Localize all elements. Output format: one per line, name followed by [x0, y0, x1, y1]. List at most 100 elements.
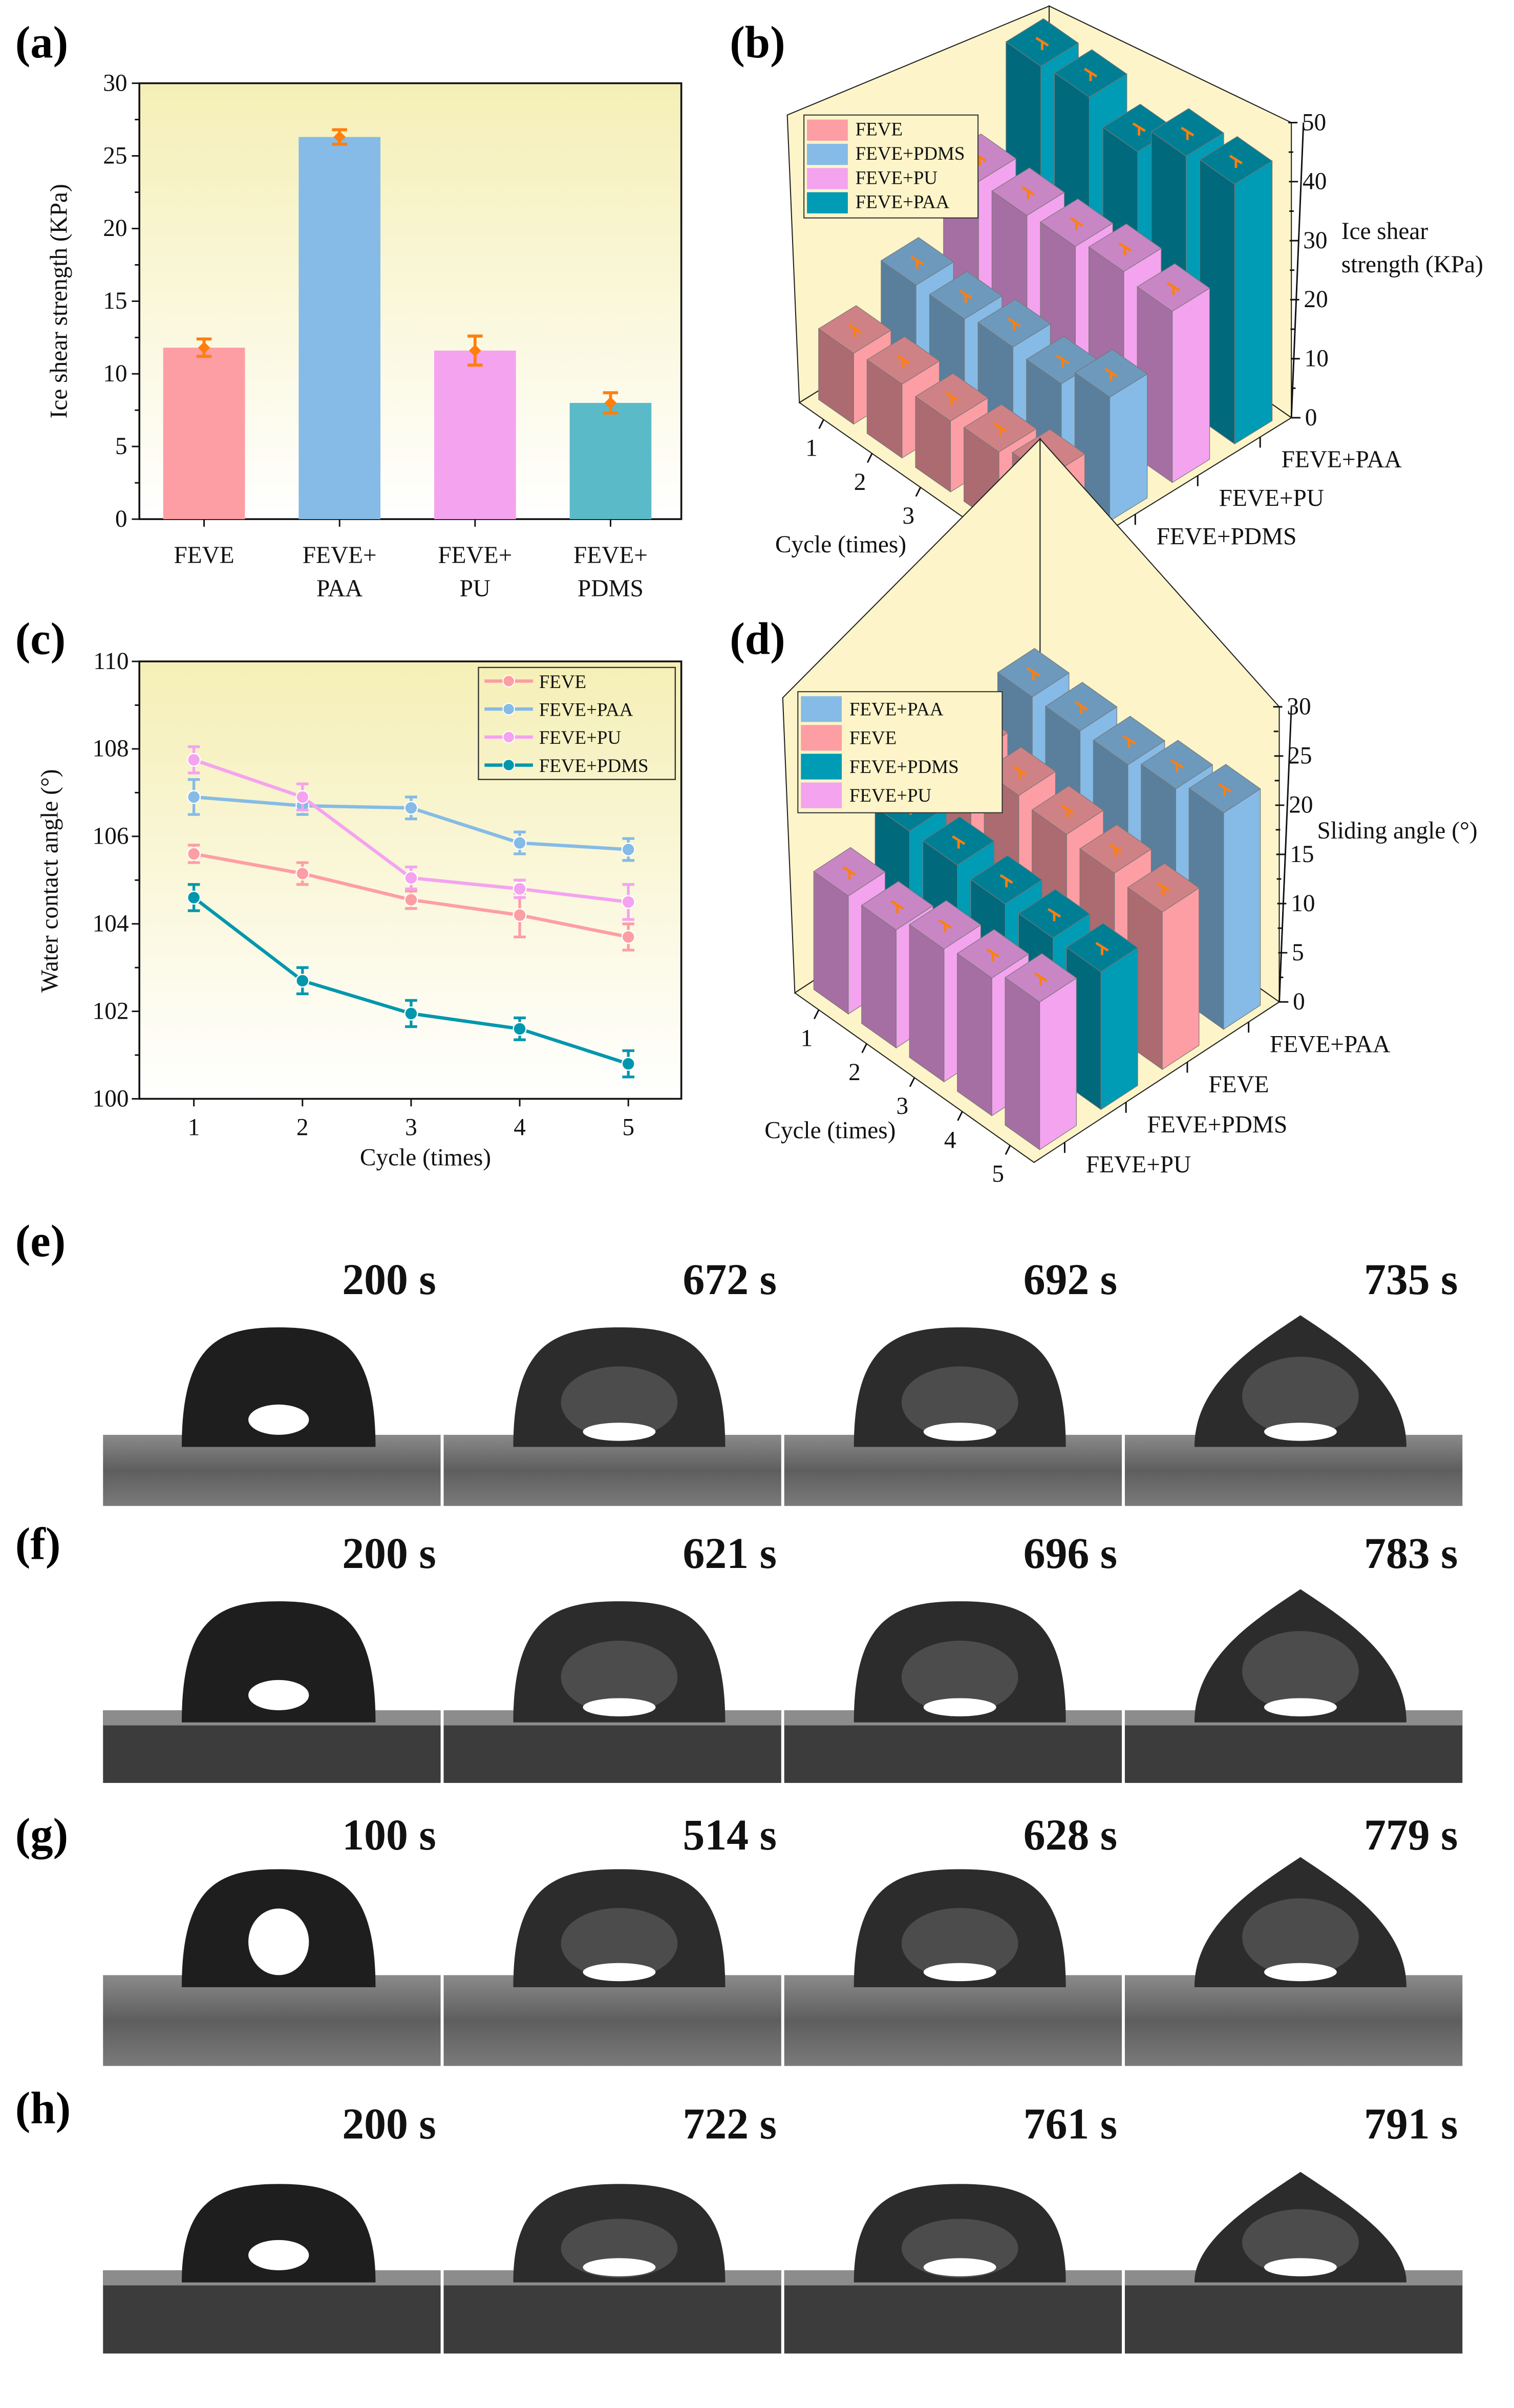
light-reflection — [583, 1698, 656, 1716]
x-tick-label: 3 — [405, 1114, 417, 1141]
error-bar — [1170, 759, 1184, 772]
substrate — [784, 1975, 1122, 2066]
droplet-frost — [561, 1640, 678, 1713]
droplet-photo: 672 s — [443, 1255, 781, 1506]
error-bar — [1166, 282, 1181, 295]
droplet — [181, 2184, 376, 2283]
error-bar — [1013, 765, 1027, 779]
legend-label: FEVE+PU — [539, 727, 621, 748]
light-reflection — [583, 1423, 656, 1441]
bar3d — [1199, 136, 1273, 445]
legend-marker — [502, 759, 515, 771]
legend-label: FEVE+PAA — [539, 699, 633, 720]
time-label: 672 s — [683, 1255, 777, 1304]
chart-c: (c) 100 102 104 106 108 110 1 2 3 4 5 FEVE FEVE+PAA F… — [15, 614, 683, 1171]
time-label: 783 s — [1364, 1529, 1458, 1578]
droplet — [854, 1869, 1066, 1988]
y-tick-label: 100 — [93, 1085, 129, 1112]
time-label: 628 s — [1023, 1811, 1117, 1859]
legend-marker — [502, 675, 515, 687]
error-bar — [1061, 804, 1075, 818]
panel-label: (f) — [15, 1519, 61, 1569]
bar — [569, 403, 652, 520]
photo-row-e: (e) 200 s 672 s 692 s 735 s — [15, 1216, 1463, 1506]
error-bar — [897, 355, 910, 368]
bar-side-face — [909, 924, 945, 1083]
data-point — [621, 842, 635, 857]
legend-swatch — [807, 192, 848, 213]
data-point — [513, 836, 527, 850]
data-point — [404, 801, 418, 815]
panel-label: (g) — [15, 1810, 68, 1860]
marks-c: 100 102 104 106 108 110 1 2 3 4 5 FEVE FEVE+PAA FEVE+… — [93, 648, 676, 1141]
data-point — [404, 1006, 418, 1021]
error-bar — [1074, 701, 1088, 715]
y-tick-label: 108 — [93, 736, 129, 762]
data-point — [513, 881, 527, 896]
chart-d: (d) 0 5 10 15 20 25 30 1 2 3 4 5 FEVE+PU FEVE+PDMS FEV… — [730, 437, 1478, 1188]
error-bar — [1027, 667, 1040, 680]
error-bar — [1157, 882, 1170, 895]
droplet — [854, 1327, 1066, 1447]
marks-a: 0 5 10 15 20 25 30 FEVE FEVE+ PAA FEVE+ PU FEVE+ PDMS — [103, 70, 652, 602]
droplet-photo: 696 s — [784, 1529, 1122, 1783]
z-tick-label: 25 — [1288, 743, 1312, 769]
x-tick-label: 5 — [622, 1114, 634, 1141]
droplet-photo: 783 s — [1124, 1529, 1463, 1783]
bar3d — [1188, 764, 1261, 1030]
bar-front-face — [1100, 947, 1138, 1110]
x-axis-label: Cycle (times) — [764, 1117, 895, 1144]
x-axis-label-c: Cycle (times) — [360, 1145, 491, 1171]
time-label: 200 s — [342, 2100, 436, 2148]
y-tick-label: 15 — [103, 288, 127, 314]
error-bar — [1095, 942, 1109, 955]
droplet — [513, 1869, 726, 1988]
panel-label-d: (d) — [730, 614, 785, 664]
y-tick-label: 5 — [115, 433, 127, 460]
series-label: FEVE+PAA — [1282, 446, 1402, 473]
time-label: 100 s — [342, 1811, 436, 1859]
y-tick-label: 30 — [103, 70, 127, 96]
chart-a: (a) 0 5 10 15 20 25 30 FEVE FEVE+ PAA FEVE+ PU FEVE+… — [15, 17, 683, 602]
light-reflection — [1264, 1423, 1337, 1441]
legend-label: FEVE — [849, 727, 897, 748]
legend-swatch — [801, 696, 842, 722]
z-tick-label: 0 — [1305, 404, 1317, 431]
series-label: FEVE+PDMS — [1147, 1111, 1288, 1138]
droplet — [181, 1327, 376, 1447]
z-tick-label: 30 — [1287, 694, 1311, 720]
mean-marker — [469, 345, 481, 357]
data-point — [295, 974, 310, 988]
legend-label: FEVE+PDMS — [539, 755, 649, 776]
x-tick-label: 5 — [992, 1161, 1004, 1188]
error-bar — [959, 289, 973, 303]
panel-label-a: (a) — [15, 17, 68, 68]
light-reflection — [1264, 2258, 1337, 2276]
x-tick-label: PAA — [316, 575, 362, 602]
droplet — [854, 2184, 1066, 2283]
y-tick-label: 104 — [93, 911, 129, 937]
light-reflection — [248, 1404, 309, 1435]
bar3d — [1127, 863, 1200, 1070]
series-label: FEVE+PDMS — [1157, 524, 1297, 550]
error-bar — [1118, 242, 1132, 255]
error-bar — [1181, 126, 1195, 140]
droplet-photo: 722 s — [443, 2100, 781, 2354]
data-point — [621, 895, 635, 909]
y-axis-label-a: Ice shear strength (KPa) — [46, 184, 72, 418]
light-reflection — [248, 2240, 309, 2270]
bar3d — [1005, 953, 1077, 1151]
data-point — [621, 930, 635, 944]
legend-swatch — [807, 143, 848, 165]
error-bar — [1007, 317, 1021, 331]
error-bar — [1083, 68, 1098, 81]
droplet-photo: 621 s — [443, 1529, 781, 1783]
x-tick-label: FEVE+ — [303, 542, 377, 569]
droplet-photo: 735 s — [1124, 1255, 1463, 1506]
panel-label: (h) — [15, 2083, 71, 2134]
x-tick-label: FEVE+ — [573, 542, 648, 569]
error-bar — [1047, 908, 1061, 921]
mean-marker — [604, 397, 617, 409]
droplet-frost — [1242, 1631, 1359, 1711]
